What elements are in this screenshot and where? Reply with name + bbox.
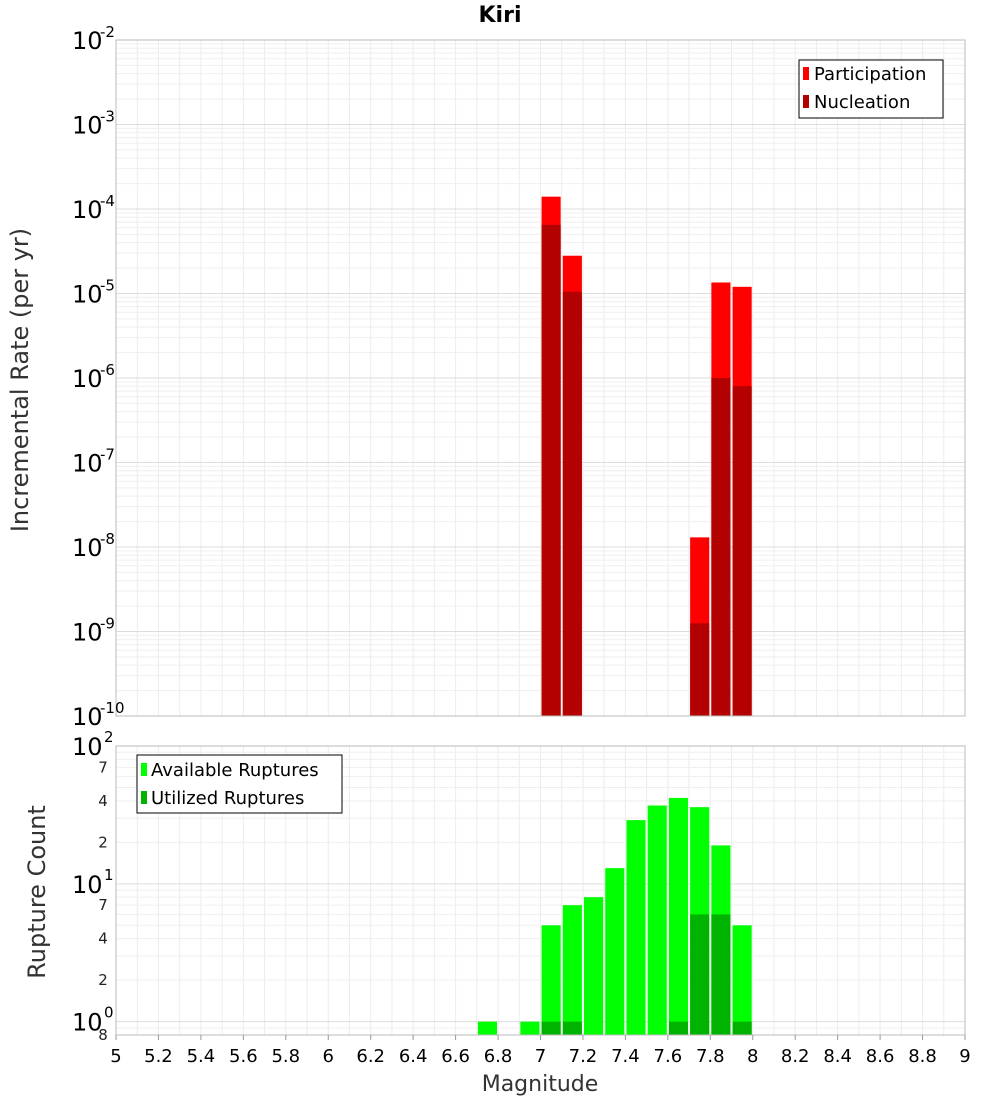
- y-minor-tick-label: 2: [98, 971, 108, 989]
- bar: [732, 386, 752, 716]
- y-tick-label: 10: [72, 27, 103, 55]
- bar: [584, 897, 604, 1035]
- y-tick-exponent: -2: [100, 23, 115, 41]
- chart-title: Kiri: [479, 3, 522, 28]
- top-plot: 10-210-310-410-510-610-710-810-910-10 In…: [6, 23, 966, 731]
- x-tick-label: 6.8: [484, 1046, 513, 1067]
- top-bars: [541, 196, 752, 717]
- x-tick-label: 8.2: [781, 1046, 810, 1067]
- bar: [477, 1021, 497, 1035]
- bottom-bars: [477, 797, 752, 1035]
- legend-swatch-available: [141, 763, 147, 776]
- bar: [541, 224, 561, 716]
- y-tick-exponent: -5: [100, 277, 115, 295]
- bar: [711, 378, 731, 716]
- top-legend: Participation Nucleation: [798, 59, 944, 119]
- top-legend-box: [798, 59, 944, 119]
- bar: [711, 914, 731, 1035]
- y-tick-label: 10: [72, 1009, 103, 1037]
- y-tick-label: 10: [72, 112, 103, 140]
- x-tick-label: 9: [959, 1046, 970, 1067]
- x-tick-label: 7: [535, 1046, 546, 1067]
- bar: [562, 905, 582, 1035]
- bar: [541, 925, 561, 1035]
- y-tick-label: 10: [72, 871, 103, 899]
- x-ticks: 5 5.2 5.4 5.6 5.8 6 6.2 6.4 6.6 6.8 7 7.2 7.4 7.6 7.8 8…: [110, 1035, 971, 1067]
- y-tick-exponent: -7: [100, 446, 115, 464]
- legend-label-participation: Participation: [814, 64, 926, 85]
- x-tick-label: 7.2: [569, 1046, 598, 1067]
- x-axis-label: Magnitude: [482, 1072, 599, 1097]
- y-tick-label: 10: [72, 365, 103, 393]
- bottom-legend: Available Ruptures Utilized Ruptures: [136, 754, 343, 814]
- x-tick-label: 6: [323, 1046, 334, 1067]
- x-tick-label: 8: [747, 1046, 758, 1067]
- x-tick-label: 8.6: [866, 1046, 895, 1067]
- y-tick-exponent: 0: [104, 1004, 114, 1022]
- bottom-y-axis-label: Rupture Count: [23, 805, 51, 979]
- legend-label-nucleation: Nucleation: [814, 92, 910, 113]
- y-tick-exponent: -10: [100, 699, 125, 717]
- bar: [605, 868, 625, 1035]
- legend-swatch-nucleation: [803, 95, 809, 108]
- top-plot-border: [115, 39, 966, 717]
- x-tick-label: 7.6: [654, 1046, 683, 1067]
- y-tick-label: 10: [72, 733, 103, 761]
- x-tick-label: 7.8: [696, 1046, 725, 1067]
- y-minor-tick-label: 4: [98, 930, 108, 948]
- y-minor-tick-label: 7: [98, 758, 108, 776]
- x-tick-label: 6.4: [399, 1046, 428, 1067]
- y-minor-tick-label: 2: [98, 833, 108, 851]
- y-tick-label: 10: [72, 196, 103, 224]
- legend-label-available: Available Ruptures: [151, 760, 319, 781]
- bar: [690, 914, 710, 1035]
- bar: [562, 1021, 582, 1035]
- y-tick-exponent: -3: [100, 108, 115, 126]
- y-minor-tick-label: 8: [98, 1026, 108, 1044]
- bar: [690, 623, 710, 716]
- y-minor-tick-label: 4: [98, 792, 108, 810]
- y-tick-exponent: 1: [104, 866, 114, 884]
- y-tick-exponent: -9: [100, 615, 115, 633]
- y-tick-label: 10: [72, 534, 103, 562]
- bar: [541, 1021, 561, 1035]
- x-tick-label: 6.6: [441, 1046, 470, 1067]
- x-tick-label: 5: [110, 1046, 121, 1067]
- top-y-axis-label: Incremental Rate (per yr): [6, 228, 34, 532]
- y-tick-exponent: -8: [100, 530, 115, 548]
- y-tick-label: 10: [72, 703, 103, 731]
- x-tick-label: 7.4: [611, 1046, 640, 1067]
- x-tick-label: 8.4: [823, 1046, 852, 1067]
- y-tick-exponent: 2: [104, 728, 114, 746]
- legend-label-utilized: Utilized Ruptures: [151, 788, 304, 809]
- bar: [732, 1021, 752, 1035]
- y-minor-tick-label: 7: [98, 896, 108, 914]
- x-tick-label: 6.2: [356, 1046, 385, 1067]
- x-tick-label: 5.8: [271, 1046, 300, 1067]
- bottom-legend-box: [136, 754, 343, 814]
- x-tick-label: 5.6: [229, 1046, 258, 1067]
- y-tick-label: 10: [72, 450, 103, 478]
- bar: [520, 1021, 540, 1035]
- y-tick-exponent: -6: [100, 361, 115, 379]
- bar: [732, 925, 752, 1035]
- legend-swatch-utilized: [141, 791, 147, 804]
- top-grid: [115, 39, 966, 717]
- bar: [668, 797, 689, 1035]
- x-tick-label: 5.2: [144, 1046, 173, 1067]
- bar: [647, 805, 667, 1035]
- y-tick-exponent: -4: [100, 192, 115, 210]
- legend-swatch-participation: [803, 67, 809, 80]
- y-tick-label: 10: [72, 619, 103, 647]
- x-tick-label: 5.4: [187, 1046, 216, 1067]
- x-tick-label: 8.8: [908, 1046, 937, 1067]
- bar: [562, 291, 582, 716]
- bar: [668, 1021, 689, 1035]
- bar: [626, 820, 646, 1035]
- top-y-ticks: 10-210-310-410-510-610-710-810-910-10: [72, 23, 125, 731]
- y-tick-label: 10: [72, 281, 103, 309]
